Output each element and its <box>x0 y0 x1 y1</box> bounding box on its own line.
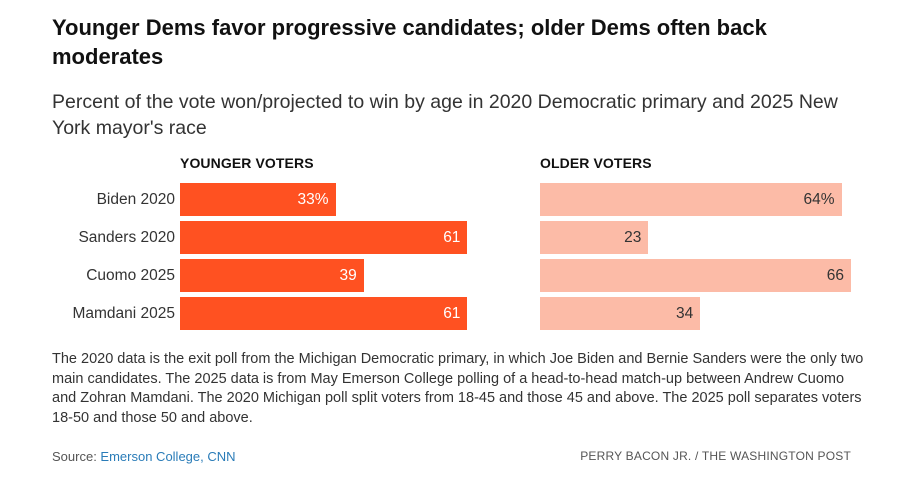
source-line: Source: Emerson College, CNN <box>52 449 236 464</box>
older-bar <box>540 297 701 330</box>
credit-line: PERRY BACON JR. / THE WASHINGTON POST <box>580 449 851 463</box>
footnote: The 2020 data is the exit poll from the … <box>52 351 864 426</box>
younger-voters-heading: YOUNGER VOTERS <box>180 155 314 171</box>
category-label: Mamdani 2025 <box>72 305 175 322</box>
younger-value-label: 61 <box>443 305 461 322</box>
younger-bar <box>180 183 336 216</box>
category-label: Sanders 2020 <box>78 229 175 246</box>
younger-bar <box>180 221 468 254</box>
older-value-label: 34 <box>675 305 694 322</box>
younger-value-label: 39 <box>339 267 357 284</box>
younger-bar <box>180 297 468 330</box>
category-label: Cuomo 2025 <box>86 267 175 284</box>
older-value-label: 66 <box>826 267 844 284</box>
older-bar <box>540 221 649 254</box>
older-bar <box>540 259 851 292</box>
chart-title: Younger Dems favor progressive candidate… <box>52 15 767 69</box>
older-voters-heading: OLDER VOTERS <box>540 155 652 171</box>
younger-bar <box>180 259 364 292</box>
older-value-label: 64% <box>803 191 835 208</box>
source-prefix: Source: <box>52 449 101 464</box>
younger-value-label: 33% <box>297 191 329 208</box>
younger-value-label: 61 <box>443 229 461 246</box>
chart-subtitle: Percent of the vote won/projected to win… <box>52 91 838 139</box>
older-value-label: 23 <box>624 229 642 246</box>
older-bar <box>540 183 842 216</box>
category-label: Biden 2020 <box>96 191 175 208</box>
source-link[interactable]: Emerson College, CNN <box>100 449 236 464</box>
